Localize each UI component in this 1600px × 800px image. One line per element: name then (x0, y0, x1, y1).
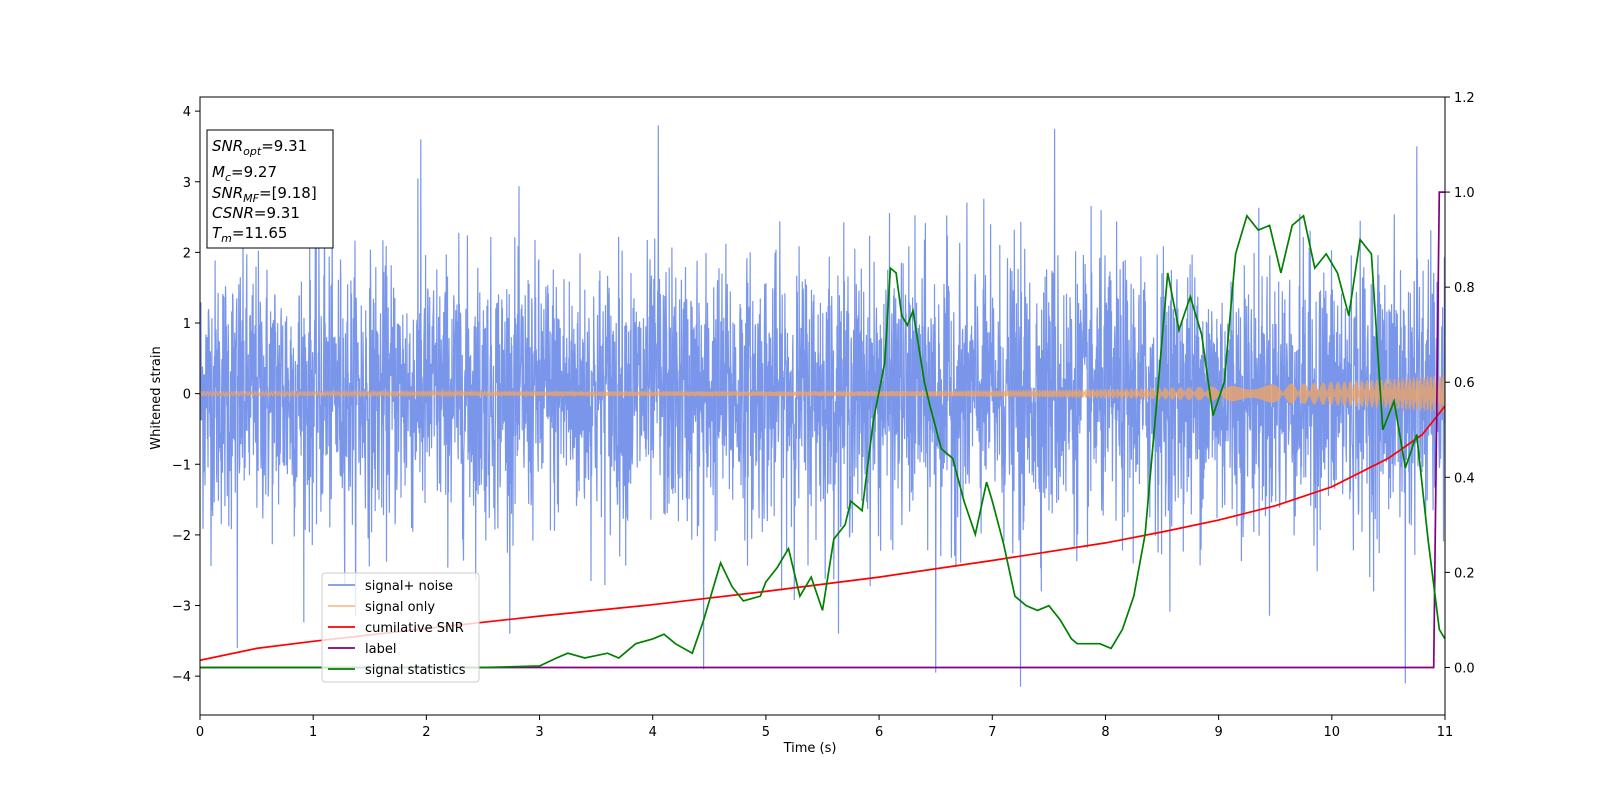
y2-tick-label: 0.2 (1454, 566, 1475, 581)
y-tick-label: 1 (183, 317, 191, 332)
legend-label: cumilative SNR (365, 621, 464, 636)
series-label-line (200, 191, 1445, 669)
legend-label: signal+ noise (365, 579, 453, 594)
y-tick-label: −2 (172, 529, 191, 544)
x-tick-label: 10 (1324, 725, 1341, 740)
y-tick-label: −1 (172, 458, 191, 473)
y-tick-label: 4 (183, 105, 191, 120)
y2-tick-label: 1.0 (1454, 186, 1475, 201)
y2-tick-label: 1.2 (1454, 91, 1475, 106)
x-tick-label: 2 (422, 725, 430, 740)
y2-tick-label: 0.4 (1454, 471, 1475, 486)
y-tick-label: 3 (183, 176, 191, 191)
x-tick-label: 8 (1101, 725, 1109, 740)
series-signal-only-line (200, 375, 1445, 413)
y2-tick-label: 0.0 (1454, 661, 1475, 676)
x-axis: 0 1 2 3 4 5 6 7 8 9 10 11 (196, 715, 1453, 740)
y2-tick-label: 0.8 (1454, 281, 1475, 296)
annotation-row: Tm=11.65 (212, 224, 287, 245)
annotation-row: Mc=9.27 (212, 163, 277, 184)
axes-frame (199, 96, 1446, 716)
x-tick-label: 3 (535, 725, 543, 740)
y-tick-label: −4 (172, 670, 191, 685)
x-tick-label: 7 (988, 725, 996, 740)
legend-frame (321, 572, 480, 683)
y-axis-right: 1.2 1.0 0.8 0.6 0.4 0.2 0.0 (1445, 91, 1475, 676)
series-signal-statistics-line (200, 213, 1445, 669)
y-tick-label: −3 (172, 600, 191, 615)
legend-label: signal statistics (365, 663, 466, 678)
x-tick-label: 11 (1437, 725, 1454, 740)
annotation-row: SNRopt=9.31 (212, 137, 307, 158)
x-axis-label: Time (s) (783, 741, 837, 756)
y-axis-label: Whitened strain (149, 346, 164, 449)
annotation-box-frame (206, 129, 334, 249)
x-tick-label: 9 (1214, 725, 1222, 740)
x-tick-label: 6 (875, 725, 883, 740)
annotation-row: CSNR=9.31 (212, 204, 300, 222)
x-tick-label: 1 (309, 725, 317, 740)
x-tick-label: 4 (649, 725, 657, 740)
x-tick-label: 5 (762, 725, 770, 740)
y-axis-left: 4 3 2 1 0 −1 −2 −3 −4 (172, 105, 200, 685)
legend: signal+ noise signal only cumilative SNR la… (321, 572, 480, 683)
y-tick-label: 2 (183, 246, 191, 261)
legend-label: signal only (365, 600, 435, 615)
plot-frame (199, 96, 1446, 716)
y2-tick-label: 0.6 (1454, 376, 1475, 391)
x-tick-label: 0 (196, 725, 204, 740)
annotation-row: SNRMF=[9.18] (212, 184, 317, 205)
y-tick-label: 0 (183, 388, 191, 403)
legend-label: label (365, 642, 396, 657)
